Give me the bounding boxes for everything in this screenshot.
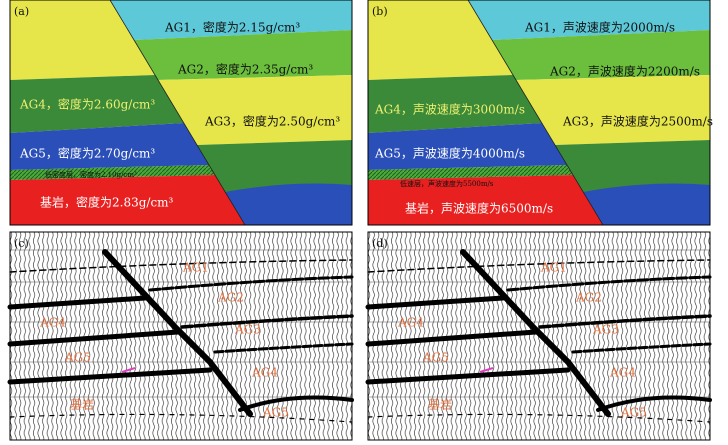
layer-label: 低密度层，密度为2.10g/cm³ <box>45 170 137 179</box>
seismic-section <box>10 232 352 440</box>
layer-label: AG4 <box>397 316 424 330</box>
panel-label: (d) <box>372 237 388 250</box>
layer-label: AG5 <box>422 351 449 365</box>
layer-label: AG3 <box>592 323 619 337</box>
layer-label: AG3，声波速度为2500m/s <box>562 114 713 129</box>
layer-label: AG3，密度为2.50g/cm³ <box>204 114 340 129</box>
layer-label: AG5 <box>262 406 289 420</box>
layer-label: AG5，声波速度为4000m/s <box>374 146 525 161</box>
layer-label: AG3 <box>234 323 261 337</box>
panel-a: (a) AG1，密度为2.15g/cm³ AG2，密度为2.35g/cm³ AG… <box>9 0 353 226</box>
seismic-section <box>368 232 710 440</box>
layer-label: 基岩，声波速度为6500m/s <box>405 201 553 216</box>
layer-label: 低速层，声波速度为5500m/s <box>400 179 494 188</box>
panel-d: (d) AG1 AG2 AG4 AG3 AG5 AG4 基岩 AG5 <box>368 232 710 440</box>
layer-label: AG1，声波速度为2000m/s <box>524 20 675 35</box>
layer-label: AG5，密度为2.70g/cm³ <box>19 146 155 161</box>
layer-label: AG4，密度为2.60g/cm³ <box>19 97 155 112</box>
layer-label: AG2，密度为2.35g/cm³ <box>177 62 313 77</box>
layer-label: AG4 <box>609 366 636 380</box>
layer-label: AG1，密度为2.15g/cm³ <box>164 20 300 35</box>
panel-b: (b) AG1，声波速度为2000m/s AG2，声波速度为2200m/s AG… <box>367 0 713 226</box>
layer-label: AG2 <box>217 291 244 305</box>
panel-label: (b) <box>372 5 388 18</box>
layer-label: AG4 <box>251 366 278 380</box>
layer-label: AG5 <box>620 406 647 420</box>
layer-label: AG5 <box>64 351 91 365</box>
layer-label: 基岩 <box>428 397 452 412</box>
layer-label: AG2 <box>575 291 602 305</box>
layer-label: 基岩，密度为2.83g/cm³ <box>40 195 174 210</box>
layer-label: AG4，声波速度为3000m/s <box>374 102 525 117</box>
panel-label: (c) <box>14 237 29 250</box>
layer-label: AG1 <box>182 261 209 275</box>
panel-c: (c) AG1 AG2 AG4 AG3 AG5 AG4 基岩 AG5 <box>10 232 352 440</box>
layer-label: AG4 <box>39 316 66 330</box>
layer-label: 基岩 <box>70 397 94 412</box>
panel-label: (a) <box>14 5 29 18</box>
layer-label: AG2，声波速度为2200m/s <box>549 64 700 79</box>
layer-label: AG1 <box>540 261 567 275</box>
